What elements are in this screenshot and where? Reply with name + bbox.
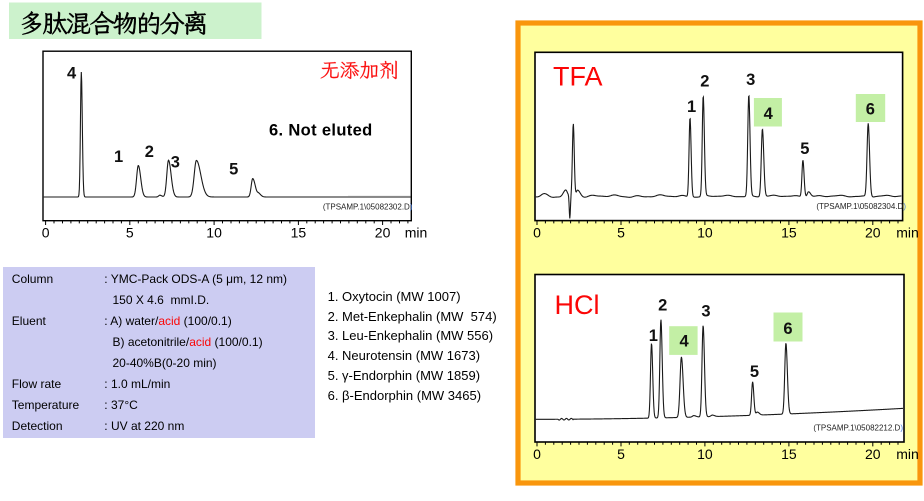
svg-text:10: 10 xyxy=(697,446,713,462)
svg-text:2: 2 xyxy=(145,143,154,161)
svg-text:(TPSAMP.1\05082302.D): (TPSAMP.1\05082302.D) xyxy=(323,203,413,212)
svg-text:TFA: TFA xyxy=(553,61,603,91)
svg-text:4: 4 xyxy=(764,105,774,123)
svg-text:min: min xyxy=(896,224,919,240)
svg-text:20: 20 xyxy=(865,446,881,462)
svg-text:4: 4 xyxy=(67,65,77,83)
svg-text:1: 1 xyxy=(114,148,123,166)
svg-text:6: 6 xyxy=(783,320,792,338)
svg-text:5: 5 xyxy=(750,363,759,381)
svg-text:5: 5 xyxy=(800,140,809,158)
svg-text:6. Not eluted: 6. Not eluted xyxy=(269,122,373,140)
svg-text:(TPSAMP.1\05082304.D): (TPSAMP.1\05082304.D) xyxy=(816,202,906,211)
svg-text:10: 10 xyxy=(206,224,222,240)
svg-text:min: min xyxy=(405,224,428,240)
svg-text:5: 5 xyxy=(229,160,238,178)
svg-text:15: 15 xyxy=(781,224,797,240)
svg-text:15: 15 xyxy=(781,446,797,462)
svg-text:1: 1 xyxy=(649,327,658,345)
svg-text:4: 4 xyxy=(680,333,690,351)
svg-text:3: 3 xyxy=(746,71,755,89)
svg-text:0: 0 xyxy=(533,446,541,462)
svg-text:2: 2 xyxy=(700,73,709,91)
svg-text:0: 0 xyxy=(533,224,541,240)
svg-text:6: 6 xyxy=(866,101,875,119)
svg-text:min: min xyxy=(896,446,919,462)
svg-text:10: 10 xyxy=(697,224,713,240)
svg-text:5: 5 xyxy=(617,224,625,240)
svg-text:5: 5 xyxy=(617,446,625,462)
svg-text:15: 15 xyxy=(291,224,307,240)
svg-text:20: 20 xyxy=(375,224,391,240)
svg-text:20: 20 xyxy=(865,224,881,240)
svg-text:HCl: HCl xyxy=(555,290,600,320)
svg-text:2: 2 xyxy=(658,296,667,314)
svg-text:0: 0 xyxy=(42,224,50,240)
svg-text:1: 1 xyxy=(687,98,696,116)
svg-text:3: 3 xyxy=(701,302,710,320)
svg-text:3: 3 xyxy=(171,153,180,171)
svg-text:5: 5 xyxy=(126,224,134,240)
svg-text:(TPSAMP.1\05082212.D): (TPSAMP.1\05082212.D) xyxy=(813,424,903,433)
